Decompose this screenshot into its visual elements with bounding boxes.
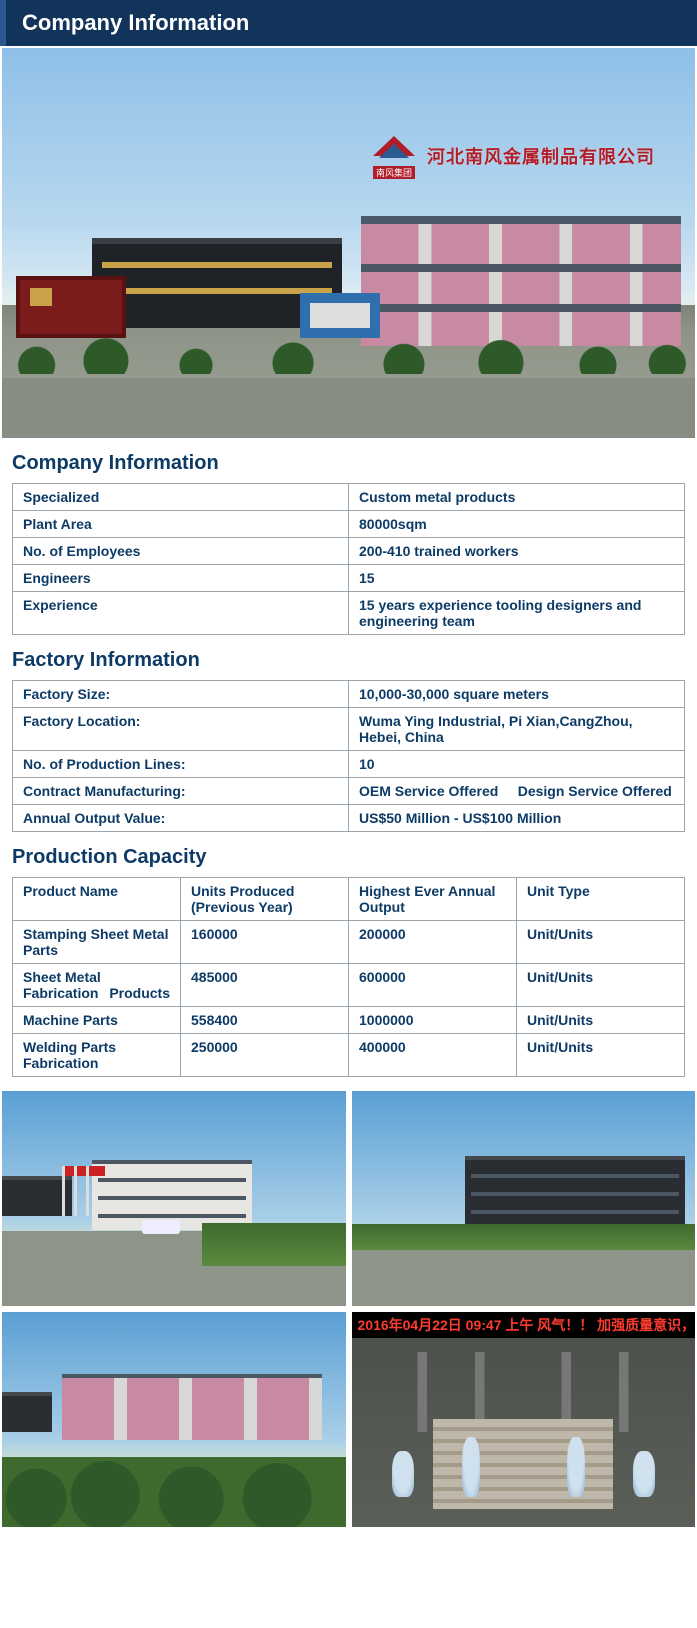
road [2,378,695,438]
ci-value: 80000sqm [349,511,685,538]
prod-h-name: Product Name [13,878,181,921]
fi-value: US$50 Million - US$100 Million [349,805,685,832]
table-row: Welding Parts Fabrication 250000 400000 … [13,1034,685,1077]
table-header-row: Product Name Units Produced (Previous Ye… [13,878,685,921]
fi-value: Wuma Ying Industrial, Pi Xian,CangZhou, … [349,708,685,751]
ci-value: Custom metal products [349,484,685,511]
gallery-thumb-3 [2,1312,346,1527]
roof-logo-icon [373,136,415,164]
prod-prev: 250000 [181,1034,349,1077]
header-title: Company Information [22,10,249,35]
ci-value: 200-410 trained workers [349,538,685,565]
fi-label: Factory Size: [13,681,349,708]
table-row: SpecializedCustom metal products [13,484,685,511]
table-row: No. of Production Lines:10 [13,751,685,778]
fi-label: No. of Production Lines: [13,751,349,778]
fi-value: 10,000-30,000 square meters [349,681,685,708]
table-row: Contract Manufacturing:OEM Service Offer… [13,778,685,805]
entrance-sign [16,276,126,338]
building-right [361,216,681,346]
table-row: Sheet Metal Fabrication Products 485000 … [13,964,685,1007]
prod-high: 1000000 [349,1007,517,1034]
prod-name: Sheet Metal Fabrication Products [13,964,181,1007]
prod-name: Welding Parts Fabrication [13,1034,181,1077]
ci-label: Plant Area [13,511,349,538]
prod-prev: 485000 [181,964,349,1007]
ci-label: Experience [13,592,349,635]
production-title: Production Capacity [12,846,685,869]
ci-label: Engineers [13,565,349,592]
photo-gallery: 2016年04月22日 09:47 上午 风气！！ 加强质量意识，端正 [0,1087,697,1533]
prod-h-high: Highest Ever Annual Output [349,878,517,921]
prod-high: 600000 [349,964,517,1007]
company-info-title: Company Information [12,452,685,475]
table-row: Machine Parts 558400 1000000 Unit/Units [13,1007,685,1034]
prod-unit: Unit/Units [517,1007,685,1034]
gallery-thumb-2 [352,1091,696,1306]
factory-info-table: Factory Size:10,000-30,000 square meters… [12,680,685,832]
prod-name: Stamping Sheet Metal Parts [13,921,181,964]
table-row: Factory Location:Wuma Ying Industrial, P… [13,708,685,751]
ci-value: 15 years experience tooling designers an… [349,592,685,635]
production-table: Product Name Units Produced (Previous Ye… [12,877,685,1077]
gallery-thumb-1 [2,1091,346,1306]
table-row: Factory Size:10,000-30,000 square meters [13,681,685,708]
prod-unit: Unit/Units [517,921,685,964]
table-row: No. of Employees200-410 trained workers [13,538,685,565]
fi-value: 10 [349,751,685,778]
hero-factory-image: 南风集团 河北南风金属制品有限公司 [2,48,695,438]
fi-label: Annual Output Value: [13,805,349,832]
ci-label: Specialized [13,484,349,511]
prod-h-prev: Units Produced (Previous Year) [181,878,349,921]
table-row: Plant Area80000sqm [13,511,685,538]
prod-name: Machine Parts [13,1007,181,1034]
company-info-table: SpecializedCustom metal products Plant A… [12,483,685,635]
table-row: Experience15 years experience tooling de… [13,592,685,635]
fi-value: OEM Service Offered Design Service Offer… [349,778,685,805]
table-row: Engineers15 [13,565,685,592]
ci-value: 15 [349,565,685,592]
fi-label: Contract Manufacturing: [13,778,349,805]
prod-h-unit: Unit Type [517,878,685,921]
factory-info-title: Factory Information [12,649,685,672]
prod-unit: Unit/Units [517,1034,685,1077]
table-row: Annual Output Value:US$50 Million - US$1… [13,805,685,832]
prod-prev: 558400 [181,1007,349,1034]
prod-prev: 160000 [181,921,349,964]
shrubs [2,330,695,374]
gallery-thumb-4: 2016年04月22日 09:47 上午 风气！！ 加强质量意识，端正 [352,1312,696,1527]
prod-high: 200000 [349,921,517,964]
fi-label: Factory Location: [13,708,349,751]
prod-unit: Unit/Units [517,964,685,1007]
led-banner: 2016年04月22日 09:47 上午 风气！！ 加强质量意识，端正 [352,1312,696,1338]
ci-label: No. of Employees [13,538,349,565]
roof-logo-label: 南风集团 [373,166,415,179]
prod-high: 400000 [349,1034,517,1077]
roof-company-sign: 河北南风金属制品有限公司 [427,143,655,169]
header-bar: Company Information [0,0,697,46]
table-row: Stamping Sheet Metal Parts 160000 200000… [13,921,685,964]
